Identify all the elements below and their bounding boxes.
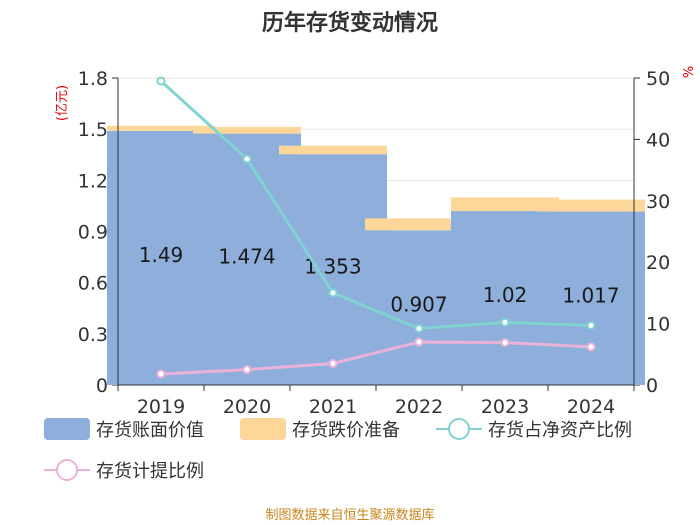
bar-impairment [537, 199, 645, 212]
legend-label-provision-ratio: 存货计提比例 [96, 461, 204, 482]
right-tick-label: 30 [646, 191, 670, 213]
point-net-asset-ratio [414, 324, 424, 334]
source-note: 制图数据来自恒生聚源数据库 [265, 507, 434, 523]
right-axis-ticks: 0 10 20 30 40 50 [634, 68, 670, 397]
right-tick-label: 50 [646, 68, 670, 90]
legend-label-book-value: 存货账面价值 [96, 420, 204, 441]
right-tick-label: 40 [646, 129, 670, 151]
right-axis-unit: % [682, 66, 697, 78]
bar-impairment [193, 126, 301, 134]
point-provision-ratio [500, 338, 510, 348]
bar-impairment [365, 218, 473, 231]
point-provision-ratio [414, 337, 424, 347]
lines [156, 76, 596, 379]
bar-value-label: 1.02 [483, 283, 528, 307]
chart-title: 历年存货变动情况 [262, 10, 438, 36]
point-provision-ratio [242, 365, 252, 375]
bar-value-label: 1.49 [139, 243, 184, 267]
legend-marker-net-asset-ratio [448, 418, 470, 440]
left-axis-ticks: 0 0.3 0.6 0.9 1.2 1.5 1.8 [78, 68, 118, 397]
left-tick-label: 1.2 [78, 170, 108, 192]
legend-marker-provision-ratio [56, 459, 78, 481]
left-tick-label: 1.8 [78, 68, 108, 90]
point-provision-ratio [586, 342, 596, 352]
legend-swatch-book-value [44, 418, 90, 440]
point-net-asset-ratio [156, 76, 166, 86]
line-provision-ratio [160, 340, 592, 376]
x-axis-ticks: 2019 2020 2021 2022 2023 2024 [117, 385, 635, 418]
left-tick-label: 0.3 [78, 324, 108, 346]
bar-impairment [279, 145, 387, 155]
x-tick-label: 2020 [223, 396, 271, 418]
x-tick-label: 2022 [395, 396, 443, 418]
line-net-asset-ratio [159, 79, 592, 331]
x-tick-label: 2019 [137, 396, 185, 418]
point-net-asset-ratio [500, 317, 510, 327]
x-tick-label: 2023 [481, 396, 529, 418]
bar-value-label: 1.017 [562, 283, 619, 307]
left-axis-unit: (亿元) [55, 85, 70, 121]
bar-value-label: 0.907 [390, 293, 447, 317]
legend-label-net-asset-ratio: 存货占净资产比例 [488, 420, 632, 441]
bar-value-label: 1.474 [218, 244, 275, 268]
x-tick-label: 2024 [567, 396, 615, 418]
legend-swatch-impairment [240, 418, 286, 440]
point-net-asset-ratio [328, 288, 338, 298]
bar-value-label: 1.353 [304, 255, 361, 279]
right-tick-label: 10 [646, 314, 670, 336]
bar-book-value [537, 211, 645, 385]
point-provision-ratio [156, 369, 166, 379]
left-tick-label: 0 [96, 375, 108, 397]
x-tick-label: 2021 [309, 396, 357, 418]
left-tick-label: 1.5 [78, 119, 108, 141]
bar-labels: 1.49 1.474 1.353 0.907 1.02 1.017 [139, 243, 620, 317]
right-tick-label: 0 [646, 375, 658, 397]
legend-label-impairment: 存货跌价准备 [292, 420, 400, 441]
point-provision-ratio [328, 359, 338, 369]
left-tick-label: 0.6 [78, 273, 108, 295]
point-net-asset-ratio [242, 154, 252, 164]
right-tick-label: 20 [646, 252, 670, 274]
point-net-asset-ratio [586, 320, 596, 330]
bar-impairment [451, 197, 559, 212]
left-tick-label: 0.9 [78, 222, 108, 244]
bars [107, 125, 645, 385]
bar-impairment [107, 125, 215, 131]
